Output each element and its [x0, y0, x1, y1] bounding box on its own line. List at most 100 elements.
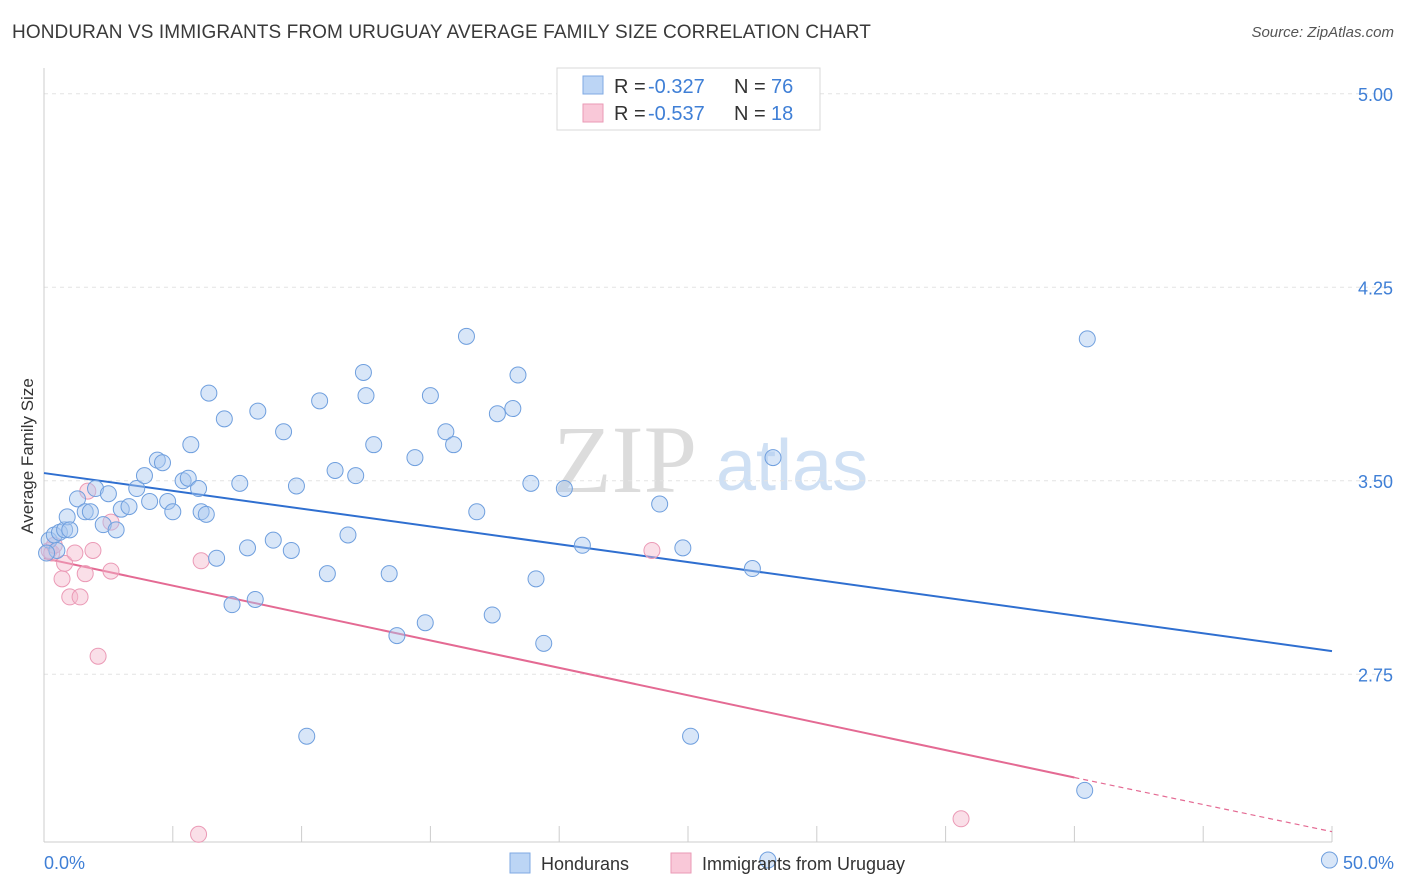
uruguay-point	[56, 554, 74, 572]
honduran-point	[153, 454, 171, 472]
honduran-point	[318, 565, 336, 583]
honduran-point	[264, 531, 282, 549]
uruguay-point	[102, 562, 120, 580]
honduran-point	[339, 526, 357, 544]
honduran-point	[488, 405, 506, 423]
grid-lines	[44, 93, 1394, 675]
honduran-point	[311, 392, 329, 410]
honduran-point	[239, 539, 257, 557]
honduran-point	[179, 469, 197, 487]
x-ticks	[43, 826, 1333, 842]
honduran-point	[651, 495, 669, 513]
honduran-point	[135, 467, 153, 485]
honduran-point	[743, 560, 761, 578]
honduran-point	[190, 480, 208, 498]
legend-r-value-2: -0.537	[648, 103, 705, 125]
series-legend: Hondurans Immigrants from Uruguay	[509, 852, 905, 874]
uruguay-point	[643, 541, 661, 559]
honduran-point	[159, 492, 177, 510]
y-tick-label: 4.25	[1358, 278, 1393, 298]
y-tick-labels: 2.75 3.50 4.25 5.00	[1358, 85, 1393, 685]
y-tick-label: 2.75	[1358, 665, 1393, 685]
honduran-point	[380, 565, 398, 583]
legend-swatch-hondurans	[582, 75, 604, 95]
honduran-point	[357, 387, 375, 405]
honduran-point	[128, 480, 146, 498]
uruguay-points	[40, 482, 970, 843]
honduran-point	[298, 727, 316, 745]
honduran-point	[522, 474, 540, 492]
honduran-point	[282, 541, 300, 559]
honduran-point	[61, 521, 79, 539]
honduran-point	[406, 449, 424, 467]
honduran-point	[457, 327, 475, 345]
honduran-point	[231, 474, 249, 492]
honduran-point	[674, 539, 692, 557]
watermark-zip: ZIP	[553, 406, 697, 513]
uruguay-point	[66, 544, 84, 562]
y-tick-label: 3.50	[1358, 472, 1393, 492]
y-axis-label: Average Family Size	[18, 378, 37, 534]
uruguay-point	[192, 552, 210, 570]
legend-r-label-2: R =	[614, 103, 651, 125]
honduran-point	[56, 521, 74, 539]
honduran-point	[87, 480, 105, 498]
honduran-point	[759, 851, 777, 869]
legend-r-value-1: -0.327	[648, 76, 705, 98]
honduran-point	[354, 363, 372, 381]
honduran-point	[388, 627, 406, 645]
bottom-legend-swatch-hondurans	[509, 852, 531, 874]
honduran-point	[249, 402, 267, 420]
correlation-legend: R = -0.327 N = 76 R = -0.537 N = 18	[556, 67, 821, 131]
honduran-point	[1078, 330, 1096, 348]
watermark-atlas: atlas	[716, 426, 868, 506]
honduran-point	[275, 423, 293, 441]
honduran-point	[182, 436, 200, 454]
honduran-point	[573, 536, 591, 554]
bottom-legend-swatch-uruguay	[670, 852, 692, 874]
honduran-points	[38, 327, 1338, 869]
honduran-point	[68, 490, 86, 508]
legend-swatch-uruguay	[582, 103, 604, 123]
honduran-point	[347, 467, 365, 485]
uruguay-point	[53, 570, 71, 588]
honduran-point	[50, 523, 68, 541]
uruguay-point	[84, 541, 102, 559]
uruguay-point	[61, 588, 79, 606]
bottom-legend-label-uruguay: Immigrants from Uruguay	[702, 854, 905, 874]
uruguay-point	[952, 810, 970, 828]
honduran-point	[509, 366, 527, 384]
honduran-point	[287, 477, 305, 495]
legend-n-value-2: 18	[771, 103, 793, 125]
honduran-point	[38, 544, 56, 562]
uruguay-point	[89, 647, 107, 665]
legend-n-value-1: 76	[771, 76, 793, 98]
honduran-trend-line	[43, 472, 1333, 653]
uruguay-point	[190, 825, 208, 843]
uruguay-point	[76, 565, 94, 583]
uruguay-trend-extension	[1074, 776, 1333, 833]
uruguay-trend-line	[43, 557, 1075, 779]
honduran-point	[1076, 781, 1094, 799]
honduran-point	[483, 606, 501, 624]
honduran-point	[527, 570, 545, 588]
honduran-point	[504, 400, 522, 418]
honduran-point	[48, 541, 66, 559]
honduran-point	[120, 498, 138, 516]
x-tick-label-min: 0.0%	[44, 853, 85, 873]
honduran-point	[437, 423, 455, 441]
x-tick-label-max: 50.0%	[1343, 853, 1394, 873]
honduran-point	[164, 503, 182, 521]
honduran-point	[445, 436, 463, 454]
honduran-point	[107, 521, 125, 539]
honduran-point	[215, 410, 233, 428]
legend-r-label-1: R =	[614, 76, 651, 98]
uruguay-point	[71, 588, 89, 606]
bottom-legend-label-hondurans: Hondurans	[541, 854, 629, 874]
honduran-point	[76, 503, 94, 521]
honduran-point	[764, 449, 782, 467]
honduran-point	[682, 727, 700, 745]
legend-n-label-1: N =	[734, 76, 771, 98]
honduran-point	[148, 451, 166, 469]
honduran-point	[197, 505, 215, 523]
